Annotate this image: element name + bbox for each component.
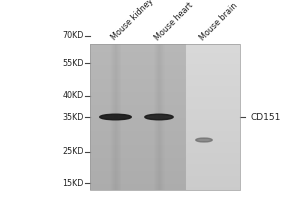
Text: Mouse kidney: Mouse kidney: [109, 0, 155, 42]
Text: 55KD: 55KD: [62, 58, 83, 68]
Text: CD151: CD151: [250, 112, 281, 121]
Text: 40KD: 40KD: [62, 92, 83, 100]
Ellipse shape: [196, 138, 212, 142]
Text: 15KD: 15KD: [62, 178, 83, 188]
Text: Mouse brain: Mouse brain: [198, 1, 239, 42]
Text: 35KD: 35KD: [62, 112, 83, 121]
Bar: [90, 44, 240, 190]
Text: 70KD: 70KD: [62, 31, 83, 40]
Text: 25KD: 25KD: [62, 148, 83, 156]
Ellipse shape: [100, 114, 131, 120]
Ellipse shape: [145, 114, 173, 120]
Text: Mouse heart: Mouse heart: [153, 0, 194, 42]
